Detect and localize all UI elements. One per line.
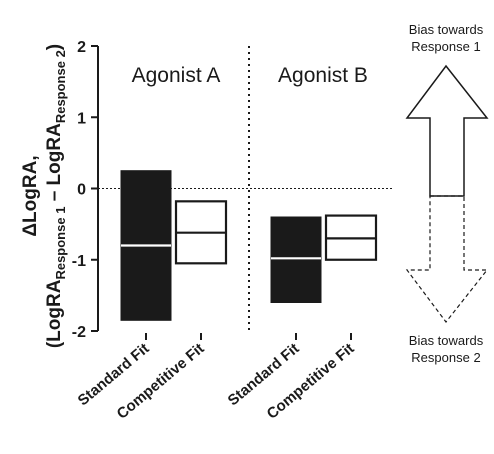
y-axis-label: ΔLogRA,: [20, 155, 41, 236]
bars: [120, 170, 378, 321]
panel-label: Agonist A: [132, 64, 221, 87]
ylabel-sub2: Response 2: [53, 50, 68, 123]
y-axis: 2 1 0 -1 -2: [72, 39, 99, 341]
y-tick-label: -2: [72, 324, 86, 341]
ylabel-main: LogRA,: [20, 155, 41, 223]
y-tick-label: 0: [77, 182, 86, 199]
ylabel-sub1: Response 1: [53, 207, 68, 280]
panel-labels: Agonist A Agonist B: [132, 64, 368, 87]
y-tick-label: 2: [77, 39, 86, 56]
bias-arrows: Bias towards Response 1 Bias towards Res…: [405, 22, 489, 365]
arrow-up-icon: [405, 64, 489, 197]
ylabel-dash: – LogRA: [44, 123, 65, 207]
arrow-down-icon: [405, 195, 489, 323]
bias-up-line1: Bias towards: [409, 22, 484, 37]
range-bar: [270, 216, 322, 303]
ylabel-delta: Δ: [20, 223, 41, 237]
ylabel-open: (LogRA: [44, 279, 65, 348]
y-tick-label: 1: [77, 110, 86, 127]
y-tick-label: -1: [72, 253, 86, 270]
panel-label: Agonist B: [278, 64, 368, 87]
y-axis-sublabel: (LogRAResponse 1 – LogRAResponse 2): [44, 44, 68, 348]
ylabel-close: ): [44, 44, 65, 50]
bias-down-line1: Bias towards: [409, 333, 484, 348]
bias-down-line2: Response 2: [411, 350, 480, 365]
bias-up-line2: Response 1: [411, 39, 480, 54]
